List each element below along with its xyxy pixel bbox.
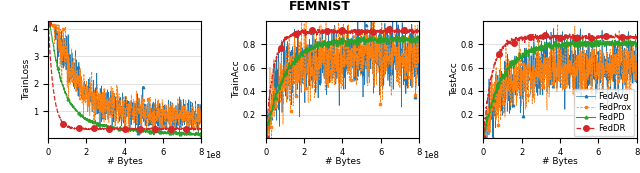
FedAvg [577,57,585,59]
FedProx [569,65,577,67]
FedPD [577,44,585,46]
FedDR [586,33,593,35]
FedDR [633,36,640,38]
FedPD [479,137,487,139]
FedAvg [569,82,577,84]
Y-axis label: TestAcc: TestAcc [450,63,459,97]
FedPD [633,42,640,44]
FedProx [577,69,585,71]
FedProx [489,98,497,100]
FedPD [612,42,620,44]
FedProx [596,64,604,66]
FedAvg [573,54,580,56]
FedAvg [550,28,557,30]
Text: 1e8: 1e8 [205,151,221,160]
FedAvg [633,71,640,74]
FedPD [576,38,584,40]
FedProx [573,58,580,60]
Y-axis label: TrainLoss: TrainLoss [22,59,31,100]
FedDR [573,35,580,37]
FedProx [479,137,487,139]
Text: 1e8: 1e8 [423,151,439,160]
FedPD [569,43,577,45]
FedAvg [596,79,604,81]
X-axis label: # Bytes: # Bytes [324,157,360,166]
FedAvg [612,69,620,71]
FedDR [612,35,620,37]
FedDR [569,36,577,38]
FedPD [573,43,580,45]
FedProx [633,58,640,60]
FedAvg [479,137,487,139]
X-axis label: # Bytes: # Bytes [107,157,143,166]
FedProx [612,78,620,80]
Line: FedAvg: FedAvg [482,27,638,140]
Line: FedDR: FedDR [481,31,639,141]
FedPD [489,101,497,103]
FedDR [577,36,585,38]
Legend: FedAvg, FedProx, FedPD, FedDR: FedAvg, FedProx, FedPD, FedDR [573,89,634,136]
FedDR [489,69,497,71]
FedPD [596,41,604,43]
FedProx [554,23,561,25]
FedAvg [489,106,497,108]
Y-axis label: TrainAcc: TrainAcc [232,61,241,98]
FedDR [479,137,487,139]
FedDR [596,36,604,38]
X-axis label: # Bytes: # Bytes [542,157,578,166]
Text: FEMNIST: FEMNIST [289,0,351,13]
Line: FedPD: FedPD [482,38,638,140]
Line: FedProx: FedProx [482,23,638,140]
